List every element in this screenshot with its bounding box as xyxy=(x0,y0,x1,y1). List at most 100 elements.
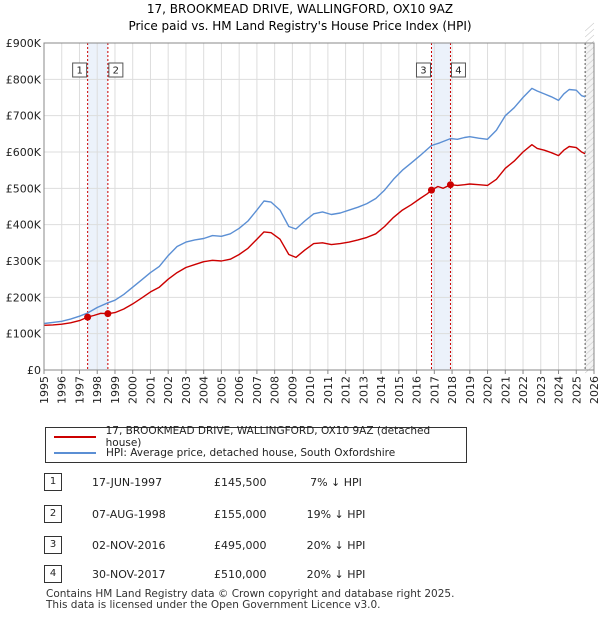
transaction-price: £495,000 xyxy=(214,538,267,552)
sale-point xyxy=(84,313,92,321)
forecast-hatch xyxy=(584,340,595,350)
forecast-hatch xyxy=(584,166,595,176)
x-tick-label: 2000 xyxy=(127,376,140,404)
y-tick-label: £500K xyxy=(6,182,42,195)
forecast-hatch xyxy=(584,46,595,56)
forecast-hatch xyxy=(584,76,595,86)
forecast-hatch xyxy=(584,286,595,296)
x-tick-label: 2021 xyxy=(499,376,512,404)
x-tick-label: 2014 xyxy=(375,376,388,404)
transaction-hpi-diff: 20% ↓ HPI xyxy=(306,567,366,581)
property-series-line xyxy=(43,144,586,326)
x-tick-label: 2002 xyxy=(162,376,175,404)
forecast-hatch xyxy=(584,232,595,242)
forecast-hatch xyxy=(584,280,595,290)
forecast-hatch xyxy=(584,88,595,98)
forecast-hatch xyxy=(584,190,595,200)
forecast-hatch xyxy=(584,64,595,74)
legend-label-hpi: HPI: Average price, detached house, Sout… xyxy=(106,447,396,459)
y-tick-label: £200K xyxy=(6,291,42,304)
sale-point xyxy=(104,310,112,318)
forecast-hatch xyxy=(584,94,595,104)
forecast-hatch xyxy=(584,358,595,368)
forecast-hatch xyxy=(584,226,595,236)
x-tick-label: 2007 xyxy=(251,376,264,404)
transaction-date: 07-AUG-1998 xyxy=(92,507,166,521)
transaction-hpi-diff: 20% ↓ HPI xyxy=(306,538,366,552)
x-tick-label: 2016 xyxy=(411,376,424,404)
forecast-hatch xyxy=(584,268,595,278)
y-tick-label: £900K xyxy=(6,37,42,50)
forecast-hatch xyxy=(584,124,595,134)
forecast-region xyxy=(585,43,594,370)
annotation-label: 1 xyxy=(76,66,82,77)
forecast-hatch xyxy=(584,184,595,194)
legend-item-hpi: HPI: Average price, detached house, Sout… xyxy=(54,445,395,461)
annotation-label: 4 xyxy=(455,66,461,77)
y-tick-label: £400K xyxy=(6,219,42,232)
transaction-hpi-diff: 7% ↓ HPI xyxy=(310,475,362,489)
sale-point xyxy=(446,181,454,189)
x-tick-label: 1997 xyxy=(73,376,86,404)
x-tick-label: 2003 xyxy=(180,376,193,404)
forecast-hatch xyxy=(584,172,595,182)
forecast-hatch xyxy=(584,316,595,326)
forecast-hatch xyxy=(584,40,595,50)
transaction-date: 30-NOV-2017 xyxy=(92,567,166,581)
annotation-box xyxy=(108,62,124,78)
forecast-hatch xyxy=(584,298,595,308)
forecast-hatch xyxy=(584,310,595,320)
forecast-hatch xyxy=(584,142,595,152)
legend-label-property: 17, BROOKMEAD DRIVE, WALLINGFORD, OX10 9… xyxy=(105,425,431,449)
forecast-hatch xyxy=(584,130,595,140)
x-tick-label: 2012 xyxy=(340,376,353,404)
x-tick-label: 2006 xyxy=(233,376,246,404)
forecast-hatch xyxy=(584,70,595,80)
forecast-hatch xyxy=(584,256,595,266)
legend-item-property: 17, BROOKMEAD DRIVE, WALLINGFORD, OX10 9… xyxy=(54,425,466,449)
x-tick-label: 2026 xyxy=(588,376,600,404)
forecast-hatch xyxy=(584,244,595,254)
x-tick-label: 2009 xyxy=(286,376,299,404)
forecast-hatch xyxy=(584,304,595,314)
legend-swatch-property xyxy=(54,436,96,438)
annotation-box xyxy=(450,62,466,78)
forecast-hatch xyxy=(584,322,595,332)
x-tick-label: 2013 xyxy=(357,376,370,404)
x-tick-label: 1998 xyxy=(91,376,104,404)
forecast-hatch xyxy=(584,328,595,338)
forecast-hatch xyxy=(584,106,595,116)
annotation-box xyxy=(415,62,431,78)
x-tick-label: 1999 xyxy=(109,376,122,404)
forecast-hatch xyxy=(584,82,595,92)
forecast-hatch xyxy=(584,58,595,68)
forecast-hatch xyxy=(584,112,595,122)
forecast-hatch xyxy=(584,52,595,62)
forecast-hatch xyxy=(584,160,595,170)
forecast-hatch xyxy=(584,334,595,344)
legend-swatch-hpi xyxy=(54,452,96,454)
plot-area xyxy=(44,43,594,370)
x-tick-label: 1995 xyxy=(38,376,51,404)
transaction-number: 4 xyxy=(44,565,62,583)
annotation-label: 3 xyxy=(420,66,426,77)
x-tick-label: 2020 xyxy=(482,376,495,404)
forecast-hatch xyxy=(584,136,595,146)
transaction-hpi-diff: 19% ↓ HPI xyxy=(306,507,366,521)
x-tick-label: 2022 xyxy=(517,376,530,404)
y-tick-label: £100K xyxy=(6,328,42,341)
footer-line-1: Contains HM Land Registry data © Crown c… xyxy=(46,588,455,600)
forecast-hatch xyxy=(584,214,595,224)
transaction-date: 17-JUN-1997 xyxy=(92,475,163,489)
x-tick-label: 2001 xyxy=(144,376,157,404)
x-tick-label: 2011 xyxy=(322,376,335,404)
x-tick-label: 2004 xyxy=(198,376,211,404)
x-tick-label: 2018 xyxy=(446,376,459,404)
transaction-price: £155,000 xyxy=(214,507,267,521)
transaction-number: 3 xyxy=(44,536,62,554)
forecast-hatch xyxy=(584,238,595,248)
forecast-hatch xyxy=(584,100,595,110)
y-tick-label: £300K xyxy=(6,255,42,268)
forecast-hatch xyxy=(584,34,595,44)
x-tick-label: 2025 xyxy=(570,376,583,404)
